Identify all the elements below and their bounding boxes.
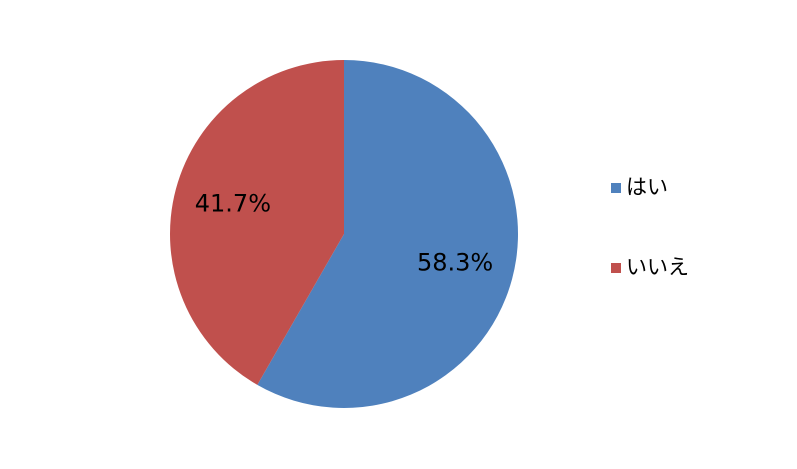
legend-swatch bbox=[611, 263, 621, 273]
legend-swatch bbox=[611, 183, 621, 193]
legend-label: いいえ bbox=[626, 255, 689, 279]
pie-slice bbox=[257, 60, 519, 408]
pie-slice bbox=[170, 60, 344, 385]
value-label: 41.7% bbox=[195, 189, 271, 217]
value-label: 58.3% bbox=[417, 249, 493, 277]
legend-label: はい bbox=[626, 175, 668, 199]
